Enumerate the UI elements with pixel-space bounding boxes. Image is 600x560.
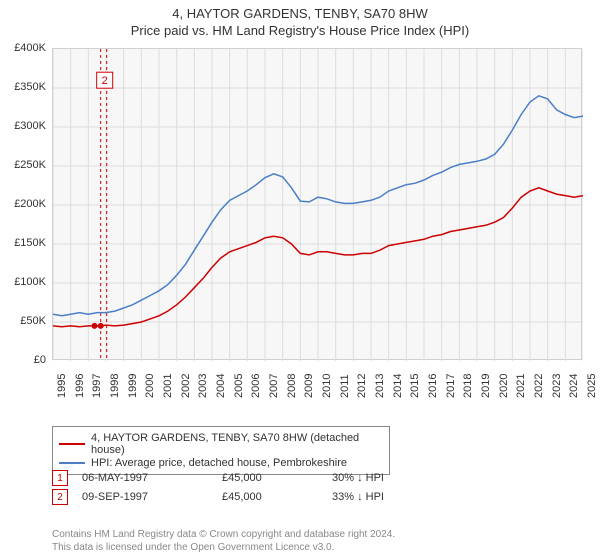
event-price: £45,000 (222, 472, 332, 484)
x-tick-label: 2021 (515, 374, 527, 398)
x-tick-label: 2003 (197, 374, 209, 398)
plot-svg: 2 (53, 49, 583, 361)
x-tick-label: 2004 (215, 374, 227, 398)
event-date: 06-MAY-1997 (82, 472, 222, 484)
x-tick-label: 2001 (162, 374, 174, 398)
event-badge: 2 (52, 489, 68, 505)
title-sub: Price paid vs. HM Land Registry's House … (0, 23, 600, 38)
x-tick-label: 2025 (586, 374, 598, 398)
footer-attribution: Contains HM Land Registry data © Crown c… (52, 529, 395, 554)
legend-item: HPI: Average price, detached house, Pemb… (59, 457, 383, 469)
y-tick-label: £350K (14, 81, 46, 93)
x-tick-label: 2018 (462, 374, 474, 398)
event-row: 1 06-MAY-1997 £45,000 30% ↓ HPI (52, 470, 407, 486)
y-tick-label: £100K (14, 276, 46, 288)
x-tick-label: 2024 (568, 374, 580, 398)
x-tick-label: 2014 (392, 374, 404, 398)
y-tick-label: £50K (20, 315, 46, 327)
y-tick-label: £0 (34, 354, 46, 366)
event-price: £45,000 (222, 491, 332, 503)
x-tick-label: 1998 (109, 374, 121, 398)
chart-titles: 4, HAYTOR GARDENS, TENBY, SA70 8HW Price… (0, 0, 600, 38)
x-tick-label: 2010 (321, 374, 333, 398)
x-tick-label: 2007 (268, 374, 280, 398)
x-tick-label: 2020 (498, 374, 510, 398)
legend: 4, HAYTOR GARDENS, TENBY, SA70 8HW (deta… (52, 426, 390, 475)
x-tick-label: 2022 (533, 374, 545, 398)
x-tick-label: 1997 (91, 374, 103, 398)
x-tick-label: 2013 (374, 374, 386, 398)
legend-item: 4, HAYTOR GARDENS, TENBY, SA70 8HW (deta… (59, 432, 383, 456)
event-date: 09-SEP-1997 (82, 491, 222, 503)
y-tick-label: £400K (14, 42, 46, 54)
footer-line: This data is licensed under the Open Gov… (52, 542, 395, 555)
x-axis-labels: 1995 1996 1997 1998 1999 2000 2001 2002 2003 2004… (52, 362, 582, 424)
legend-label: 4, HAYTOR GARDENS, TENBY, SA70 8HW (deta… (91, 432, 383, 456)
x-tick-label: 2006 (250, 374, 262, 398)
x-tick-label: 2017 (445, 374, 457, 398)
legend-label: HPI: Average price, detached house, Pemb… (91, 457, 347, 469)
svg-text:2: 2 (102, 75, 108, 87)
legend-swatch (59, 443, 85, 445)
event-delta: 33% ↓ HPI (332, 491, 407, 503)
x-tick-label: 2009 (303, 374, 315, 398)
x-tick-label: 2008 (286, 374, 298, 398)
y-tick-label: £300K (14, 120, 46, 132)
event-badge: 1 (52, 470, 68, 486)
x-tick-label: 2000 (144, 374, 156, 398)
y-tick-label: £200K (14, 198, 46, 210)
legend-swatch (59, 462, 85, 464)
x-tick-label: 2019 (480, 374, 492, 398)
x-tick-label: 2016 (427, 374, 439, 398)
y-tick-label: £250K (14, 159, 46, 171)
y-tick-label: £150K (14, 237, 46, 249)
event-delta: 30% ↓ HPI (332, 472, 407, 484)
x-tick-label: 1996 (74, 374, 86, 398)
x-tick-label: 2005 (233, 374, 245, 398)
title-main: 4, HAYTOR GARDENS, TENBY, SA70 8HW (0, 6, 600, 21)
event-row: 2 09-SEP-1997 £45,000 33% ↓ HPI (52, 489, 407, 505)
plot-area: 2 (52, 48, 582, 360)
footer-line: Contains HM Land Registry data © Crown c… (52, 529, 395, 542)
x-tick-label: 2023 (551, 374, 563, 398)
x-tick-label: 1995 (56, 374, 68, 398)
y-axis-labels: £0£50K£100K£150K£200K£250K£300K£350K£400… (0, 48, 50, 360)
events-table: 1 06-MAY-1997 £45,000 30% ↓ HPI 2 09-SEP… (52, 470, 407, 508)
x-tick-label: 2015 (409, 374, 421, 398)
chart-container: 4, HAYTOR GARDENS, TENBY, SA70 8HW Price… (0, 0, 600, 560)
x-tick-label: 2011 (339, 374, 351, 398)
x-tick-label: 1999 (127, 374, 139, 398)
x-tick-label: 2002 (180, 374, 192, 398)
x-tick-label: 2012 (356, 374, 368, 398)
